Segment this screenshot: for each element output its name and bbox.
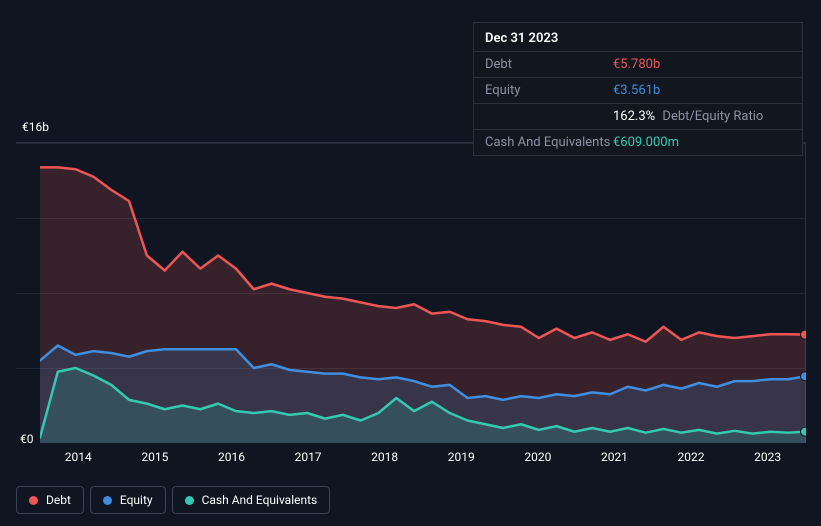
legend-item-cash-and-equivalents[interactable]: Cash And Equivalents — [172, 486, 331, 514]
x-tick: 2016 — [193, 450, 270, 464]
legend-dot-icon — [29, 496, 38, 505]
tooltip-row-value: €3.561b — [613, 83, 660, 98]
tooltip-row-sub: Debt/Equity Ratio — [659, 109, 763, 124]
tooltip-row-value: 162.3% Debt/Equity Ratio — [613, 109, 763, 124]
legend-item-debt[interactable]: Debt — [16, 486, 84, 514]
x-axis: 2014201520162017201820192020202120222023 — [16, 450, 806, 464]
marker-debt — [801, 330, 807, 339]
x-tick: 2018 — [346, 450, 423, 464]
chart-plot-area[interactable]: €0 — [16, 142, 806, 442]
tooltip-row-label: Equity — [485, 83, 613, 98]
y-axis-min-label: €0 — [20, 432, 34, 446]
chart-legend: Debt Equity Cash And Equivalents — [16, 486, 330, 514]
tooltip-row: Equity€3.561b — [474, 78, 802, 104]
legend-dot-icon — [103, 496, 112, 505]
tooltip-row-value: €5.780b — [613, 57, 660, 72]
legend-label: Cash And Equivalents — [202, 493, 318, 507]
chart-svg — [40, 143, 806, 443]
legend-label: Debt — [46, 493, 71, 507]
x-tick: 2021 — [576, 450, 653, 464]
x-tick: 2020 — [500, 450, 577, 464]
tooltip-row-label: Debt — [485, 57, 613, 72]
tooltip-row-label: Cash And Equivalents — [485, 135, 613, 150]
tooltip-row: Debt€5.780b — [474, 52, 802, 78]
x-tick: 2023 — [729, 450, 806, 464]
tooltip-row: Cash And Equivalents€609.000m — [474, 130, 802, 155]
tooltip-title: Dec 31 2023 — [474, 23, 802, 52]
tooltip-row-label — [485, 109, 613, 124]
legend-label: Equity — [120, 493, 153, 507]
chart-tooltip: Dec 31 2023 Debt€5.780bEquity€3.561b162.… — [473, 22, 803, 156]
x-tick: 2014 — [40, 450, 117, 464]
legend-item-equity[interactable]: Equity — [90, 486, 166, 514]
marker-equity — [801, 372, 807, 381]
tooltip-row-value: €609.000m — [613, 135, 679, 150]
x-tick: 2017 — [270, 450, 347, 464]
x-tick: 2015 — [117, 450, 194, 464]
marker-cash-and-equivalents — [801, 427, 807, 436]
x-tick: 2022 — [653, 450, 730, 464]
legend-dot-icon — [185, 496, 194, 505]
tooltip-row: 162.3% Debt/Equity Ratio — [474, 104, 802, 130]
x-tick: 2019 — [423, 450, 500, 464]
chart-container: €16b €0 20142015201620172018201920202021… — [16, 120, 806, 464]
